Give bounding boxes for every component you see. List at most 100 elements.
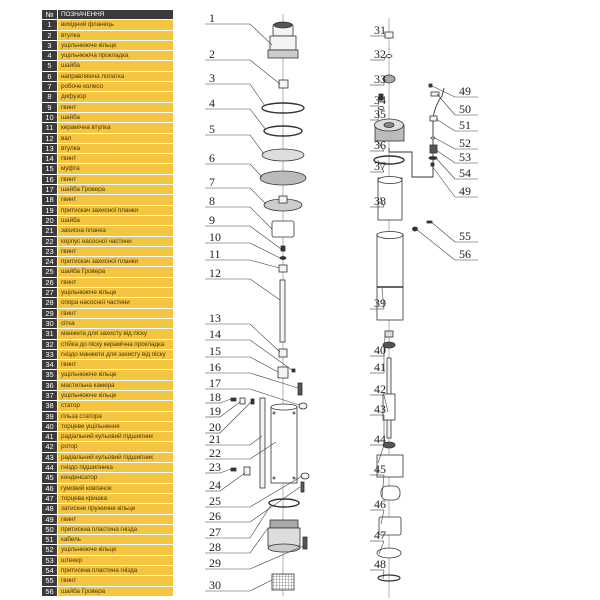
callout-53: 53 [435,149,478,164]
part-diffuser [271,220,295,238]
legend-row: 36 мастильна камера [42,380,173,390]
legend-row-num: 16 [42,174,57,185]
part-outlet-flange [267,21,299,59]
callout-leader-line [249,486,301,523]
callout-number: 21 [209,432,221,446]
legend-row-num: 11 [42,123,57,133]
callout-number: 9 [209,213,215,227]
part-mechanical-seal [384,330,394,338]
part-gasket [263,125,303,137]
callout-number: 32 [374,47,386,61]
callout-25: 25 [205,475,303,508]
legend-row-num: 32 [42,339,57,349]
callout-leader-line [429,220,456,243]
legend-row-num: 53 [42,555,57,566]
legend-row-num: 10 [42,112,57,123]
callout-number: 2 [209,47,215,61]
callout-leader-line [376,139,385,152]
legend-row: 35 ущільнююче кільце [42,370,173,380]
legend-row-num: 39 [42,411,57,421]
callout-leader-line [377,96,380,107]
callout-number: 53 [459,150,471,164]
legend-row-num: 50 [42,524,57,535]
callout-leader-line [249,225,282,250]
callout-1: 1 [205,11,273,46]
legend-row: 44 гніздо підшипника [42,463,173,473]
legend-row-label: керамічна втулка [58,123,173,133]
callout-number: 12 [209,266,221,280]
legend-row: 50 притискна пластина гнізда [42,524,173,535]
part-oil-chamber [374,118,405,142]
callout-number: 47 [374,528,386,542]
part-seal-ring-37 [373,155,405,165]
part-cable [388,87,445,178]
part-washer [261,148,305,162]
legend-row-label: гільза статора [58,411,173,421]
legend-row-num: 30 [42,318,57,329]
callout-34: 34 [370,93,386,107]
callout-48: 48 [370,557,386,580]
callout-leader-line [249,163,263,178]
callout-number: 22 [209,446,221,460]
legend-row-num: 4 [42,51,57,61]
callout-leader-line [249,356,279,373]
callout-number: 11 [209,247,221,261]
legend-row-num: 6 [42,71,57,82]
legend-row-num: 42 [42,442,57,452]
legend-row: 41 радіальний кульовий підшипник [42,432,173,442]
legend-row: 17 шайба Гровера [42,185,173,195]
part-washer-20 [250,398,255,405]
callout-4: 4 [205,96,267,131]
legend-row: 42 ротор [42,442,173,452]
callout-26: 26 [205,486,301,523]
legend-row-label: затискне пружинне кільце [58,504,173,514]
legend-row-label: притискна пластина гнізда [58,524,173,535]
legend-row: 8 дифузор [42,92,173,102]
legend-row-label: радіальний кульовий підшипник [58,452,173,463]
callout-14: 14 [205,327,293,371]
legend-row-num: 20 [42,215,57,226]
legend-header-row: № ПОЗНАЧЕННЯ [42,10,173,20]
callout-45: 45 [370,462,386,498]
legend-row-label: опора насосної частини [58,298,173,308]
legend-row-label: кабель [58,535,173,545]
part-pump-support [267,519,301,553]
legend-row-num: 33 [42,349,57,360]
legend-row-label: ущільнююче кільце [58,545,173,555]
legend-row-num: 9 [42,102,57,112]
part-sand-cuff [384,31,394,39]
callout-leader-line [435,118,456,132]
callout-46: 46 [370,497,386,525]
callout-number: 33 [374,72,386,86]
legend-row-num: 14 [42,154,57,164]
callout-number: 51 [459,118,471,132]
legend-row-label: притискач захисної планки [58,257,173,267]
legend-row-label: ущільнююче кільце [58,288,173,298]
legend-row: 34 гвинт [42,360,173,370]
legend-row-label: ущільнююче кільце [58,40,173,51]
callout-leader-line [249,108,267,131]
callout-number: 1 [209,11,215,25]
part-capacitor [380,485,401,501]
legend-row-label: шайба Гровера [58,586,173,596]
callout-leader-line [249,372,299,389]
legend-row: 21 захисна планка [42,226,173,236]
legend-row-label: направляюча лопатка [58,71,173,82]
callout-number: 27 [209,525,221,539]
legend-row-num: 45 [42,473,57,483]
callout-leader-line [435,157,456,180]
legend-row: 20 шайба [42,215,173,226]
part-socket-plate-54 [428,156,438,160]
callout-40: 40 [370,334,386,357]
legend-row-num: 8 [42,92,57,102]
callout-2: 2 [205,47,281,85]
callout-8: 8 [205,194,273,230]
part-ceramic-bushing [278,264,288,273]
callout-number: 23 [209,460,221,474]
legend-row-num: 23 [42,246,57,257]
part-lock-washer-17 [298,402,308,410]
legend-row: 53 штекер [42,555,173,566]
callout-leader-line [415,228,456,261]
legend-row: 46 гумовий ковпачок [42,483,173,493]
callout-42: 42 [370,382,389,413]
